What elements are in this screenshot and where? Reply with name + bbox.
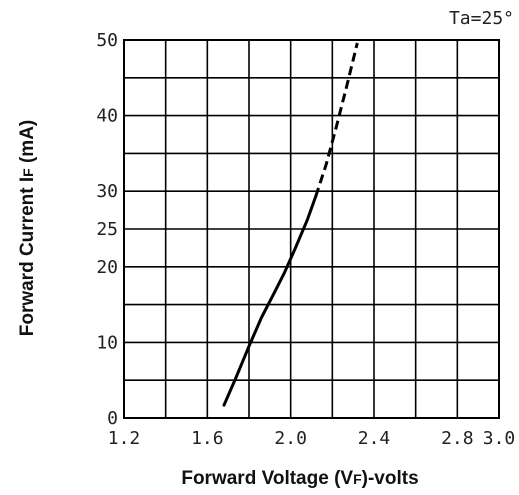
x-tick-label: 3.0 (483, 428, 516, 449)
temperature-annotation: Ta=25° (449, 8, 514, 29)
y-tick-label: 40 (96, 106, 118, 127)
y-tick-label: 50 (96, 30, 118, 51)
y-tick-label: 10 (96, 332, 118, 353)
y-tick-label: 20 (96, 257, 118, 278)
y-tick-label: 25 (96, 219, 118, 240)
x-tick-labels: 1.2 1.6 2.0 2.4 2.8 3.0 (108, 428, 516, 449)
y-tick-labels: 0 10 20 25 30 40 50 (96, 30, 118, 429)
series-line-dashed (314, 42, 359, 197)
x-tick-label: 1.6 (191, 428, 224, 449)
y-axis-title-prefix: Forward Current I (17, 177, 38, 336)
x-axis-title: Forward Voltage (VF)-volts (181, 468, 418, 489)
series-group (222, 42, 359, 407)
series-line-solid (222, 195, 318, 407)
y-axis-title-subscript: F (20, 168, 36, 177)
x-tick-label: 2.0 (274, 428, 307, 449)
y-tick-label: 30 (96, 181, 118, 202)
grid-lines (124, 40, 499, 418)
y-tick-label: 0 (107, 408, 118, 429)
x-tick-label: 1.2 (108, 428, 141, 449)
y-axis-title-suffix: (mA) (17, 120, 38, 169)
x-tick-label: 2.8 (441, 428, 474, 449)
x-axis-title-subscript: F (353, 471, 362, 487)
plot-frame (123, 39, 500, 419)
x-tick-label: 2.4 (358, 428, 391, 449)
y-axis-title: Forward Current IF (mA) (17, 120, 38, 337)
x-axis-title-prefix: Forward Voltage (V (181, 468, 353, 489)
x-axis-title-suffix: )-volts (362, 468, 419, 489)
